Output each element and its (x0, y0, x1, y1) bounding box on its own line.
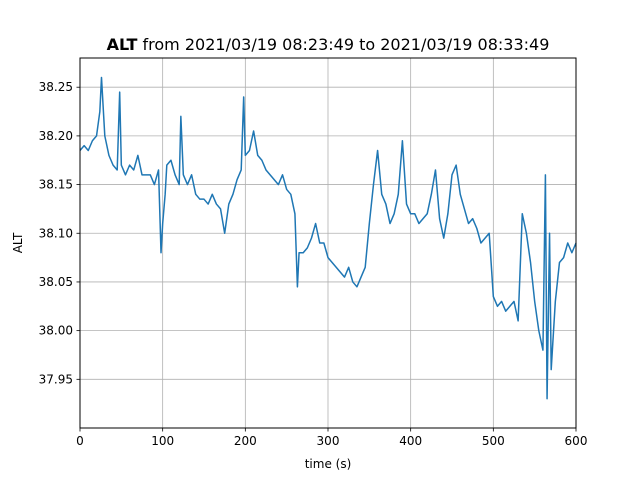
y-tick-label: 38.10 (39, 226, 73, 240)
y-tick-label: 38.00 (39, 324, 73, 338)
chart-title: ALT from 2021/03/19 08:23:49 to 2021/03/… (107, 35, 550, 54)
x-tick-label: 200 (234, 434, 257, 448)
x-axis-ticks: 0 100 200 300 400 500 600 (76, 428, 587, 448)
x-tick-label: 600 (565, 434, 588, 448)
x-axis-label: time (s) (305, 457, 352, 471)
x-tick-label: 0 (76, 434, 84, 448)
y-axis-label: ALT (11, 232, 25, 253)
series-line-alt (79, 76, 577, 400)
y-tick-label: 38.15 (39, 178, 73, 192)
y-tick-label: 37.95 (39, 372, 73, 386)
y-tick-label: 38.05 (39, 275, 73, 289)
x-tick-label: 300 (317, 434, 340, 448)
plot-frame (79, 57, 577, 429)
chart-title-rest: from 2021/03/19 08:23:49 to 2021/03/19 0… (137, 35, 549, 54)
y-tick-label: 38.20 (39, 129, 73, 143)
grid-lines (79, 58, 577, 428)
x-tick-label: 400 (399, 434, 422, 448)
chart-title-bold: ALT (107, 35, 138, 54)
y-axis-ticks: 37.95 38.00 38.05 38.10 38.15 38.20 38.25 (39, 80, 80, 386)
x-tick-label: 100 (151, 434, 174, 448)
y-tick-label: 38.25 (39, 80, 73, 94)
x-tick-label: 500 (482, 434, 505, 448)
